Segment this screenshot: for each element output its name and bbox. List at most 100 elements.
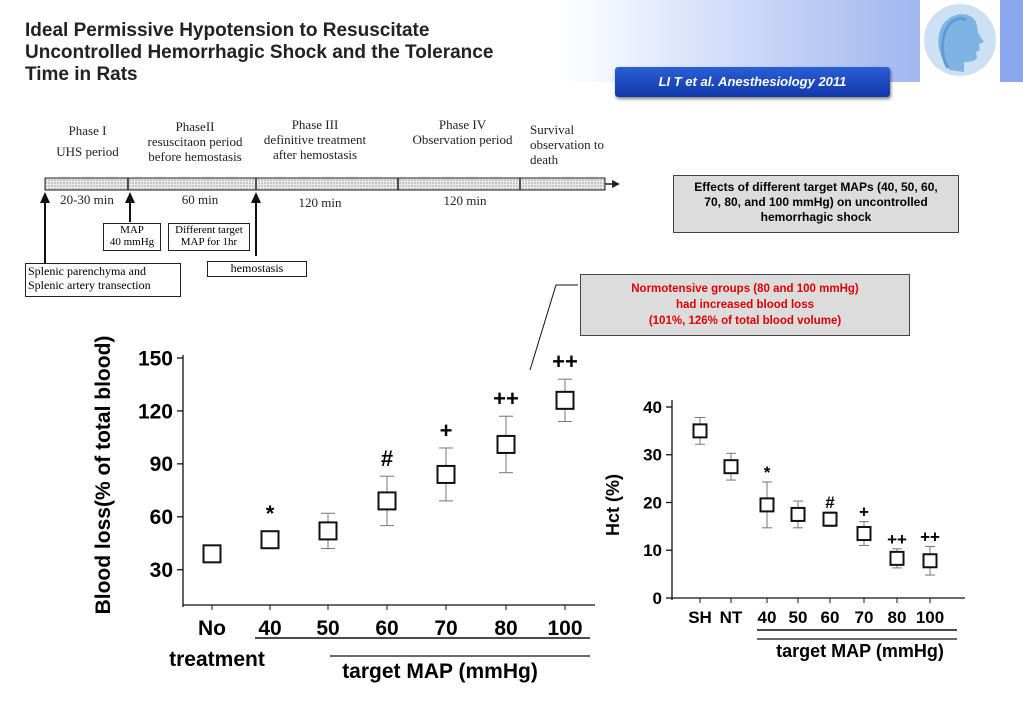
data-point-square [555, 390, 575, 410]
title-line: Ideal Permissive Hypotension to Resuscit… [25, 20, 430, 41]
phase-survival-label: Survival observation to death [530, 122, 630, 167]
phase-2-label: PhaseII resuscitaon period before hemost… [130, 119, 260, 164]
y-tick-label: 30 [643, 446, 662, 465]
box-text: Splenic artery transection [28, 278, 151, 292]
data-point-square [496, 434, 516, 454]
y-tick-label: 40 [643, 398, 662, 417]
x-tick-label: NT [720, 608, 743, 627]
box-text: Splenic parenchyma and [28, 264, 146, 278]
phase-4-label: Phase IV Observation period [400, 117, 525, 147]
x-tick-label: 70 [855, 608, 874, 627]
box-text: Different target [175, 224, 243, 236]
phase-1-label: Phase I UHS period [40, 123, 135, 159]
callout-pointer-line [529, 284, 578, 371]
x-tick-label: 60 [821, 608, 840, 627]
significance-marker: # [825, 493, 835, 512]
x-tick-label: 50 [789, 608, 808, 627]
phase-text: Phase IV [438, 117, 487, 132]
data-point-square [759, 497, 775, 513]
phase-text: Phase I [68, 123, 107, 138]
callout-text: Normotensive groups (80 and 100 mmHg) [631, 283, 859, 295]
slide-title: Ideal Permissive Hypotension to Resuscit… [25, 20, 595, 86]
up-arrow-icon [40, 192, 50, 203]
significance-marker: ++ [920, 527, 940, 546]
y-tick-label: 10 [643, 541, 662, 560]
x-tick-label: 40 [258, 617, 281, 640]
phase-text: resuscitaon period [147, 134, 243, 149]
data-point-square [856, 526, 872, 542]
x-axis-title: target MAP (mmHg) [776, 641, 944, 661]
data-point-square [822, 511, 838, 527]
box-text: MAP for 1hr [180, 236, 238, 248]
x-tick-label: 50 [316, 617, 339, 640]
x-sublabel: treatment [169, 648, 265, 671]
data-point-square [692, 423, 708, 439]
phase-text: Survival [530, 122, 575, 137]
duration-label: 60 min [181, 192, 219, 207]
y-tick-label: 30 [150, 559, 173, 582]
y-tick-label: 120 [138, 400, 173, 423]
phase-text: PhaseII [175, 119, 215, 134]
splenic-transection-box: Splenic parenchyma and Splenic artery tr… [25, 263, 181, 297]
x-tick-label: 100 [916, 608, 944, 627]
data-point-square [260, 530, 280, 550]
title-line: Time in Rats [25, 64, 138, 85]
logo-side-bar [1000, 0, 1023, 82]
phase-text: Phase III [291, 117, 339, 132]
phase-3-label: Phase III definitive treatment after hem… [250, 117, 380, 162]
y-tick-label: 0 [653, 589, 662, 608]
x-tick-label: 80 [494, 617, 517, 640]
duration-label: 20-30 min [60, 192, 114, 207]
significance-marker: + [859, 503, 869, 522]
normotensive-callout: Normotensive groups (80 and 100 mmHg) ha… [580, 274, 910, 336]
data-point-square [790, 506, 806, 522]
y-tick-label: 60 [150, 506, 173, 529]
title-line: Uncontrolled Hemorrhagic Shock and the T… [25, 42, 494, 63]
data-point-square [723, 459, 739, 475]
y-tick-label: 150 [138, 347, 173, 370]
significance-marker: + [440, 418, 453, 443]
x-tick-label: 40 [758, 608, 777, 627]
x-tick-label: 70 [434, 617, 457, 640]
significance-marker: ++ [887, 530, 907, 549]
y-axis-title: Hct (%) [603, 474, 623, 536]
timeline-arrowhead-icon [612, 180, 620, 188]
phase-text: observation to [530, 137, 605, 152]
y-axis-title: Blood loss(% of total blood) [92, 336, 115, 615]
x-axis-title: target MAP (mmHg) [342, 660, 538, 683]
phase-text: death [530, 152, 559, 167]
x-tick-label: 100 [547, 617, 582, 640]
phase-text: after hemostasis [272, 147, 358, 162]
data-point-square [436, 464, 456, 484]
y-tick-label: 20 [643, 493, 662, 512]
profile-head-logo-icon [920, 0, 1000, 82]
y-tick-label: 90 [150, 453, 173, 476]
data-point-square [922, 553, 938, 569]
x-tick-label: No [198, 617, 226, 640]
phase-text: definitive treatment [263, 132, 367, 147]
up-arrow-icon [125, 192, 135, 203]
up-arrow-icon [251, 192, 261, 203]
phase-text: before hemostasis [148, 149, 242, 164]
x-tick-label: 60 [375, 617, 398, 640]
different-target-box: Different target MAP for 1hr [168, 223, 250, 251]
callout-text: (101%, 126% of total blood volume) [648, 315, 842, 327]
data-point-square [202, 544, 222, 564]
box-text: 40 mmHg [109, 236, 155, 248]
data-point-square [318, 521, 338, 541]
callout-text: had increased blood loss [675, 299, 815, 311]
hemostasis-box: hemostasis [207, 261, 307, 277]
effects-callout: Effects of different target MAPs (40, 50… [673, 175, 959, 233]
phase-text: Observation period [412, 132, 513, 147]
box-text: MAP [120, 224, 144, 236]
phase-text: UHS period [56, 144, 119, 159]
duration-label: 120 min [298, 195, 342, 210]
significance-marker: ++ [493, 386, 519, 411]
duration-label: 120 min [443, 193, 487, 208]
data-point-square [377, 491, 397, 511]
significance-marker: * [266, 501, 275, 526]
data-point-square [889, 550, 905, 566]
map-40-box: MAP 40 mmHg [103, 223, 161, 251]
